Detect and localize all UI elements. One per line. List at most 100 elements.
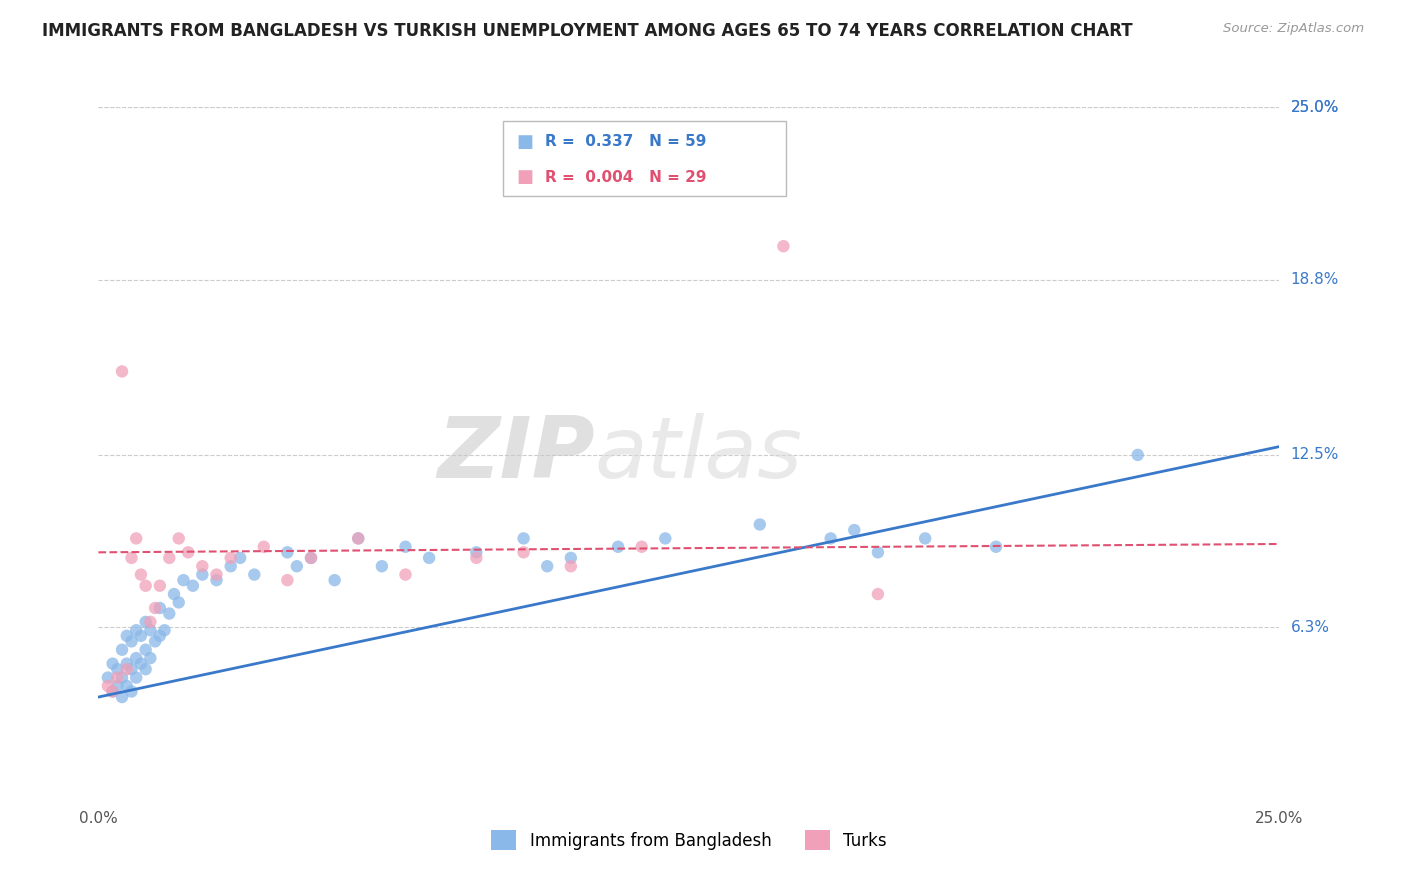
Point [276, 573, 298, 587]
Point [536, 559, 558, 574]
Point [157, 550, 180, 565]
Point [105, 671, 128, 685]
Text: 6.3%: 6.3% [1291, 620, 1330, 635]
Text: atlas: atlas [595, 413, 803, 497]
Point [121, 684, 143, 698]
Point [135, 642, 157, 657]
Legend: Immigrants from Bangladesh, Turks: Immigrants from Bangladesh, Turks [485, 823, 893, 857]
Point [157, 607, 180, 621]
Point [229, 550, 252, 565]
Point [219, 550, 242, 565]
Point [111, 671, 134, 685]
Point [149, 629, 172, 643]
Point [347, 532, 370, 546]
Point [115, 657, 138, 671]
Point [866, 587, 889, 601]
Point [299, 550, 322, 565]
Point [205, 567, 228, 582]
Point [914, 532, 936, 546]
Point [299, 550, 322, 565]
Point [111, 364, 134, 378]
Point [181, 579, 204, 593]
Point [465, 550, 488, 565]
Point [167, 532, 190, 546]
Point [177, 545, 200, 559]
Point [866, 545, 889, 559]
Point [191, 567, 214, 582]
Point [748, 517, 770, 532]
Point [243, 567, 266, 582]
Text: R =  0.337   N = 59: R = 0.337 N = 59 [546, 135, 706, 150]
Point [111, 690, 134, 704]
Point [115, 629, 138, 643]
Point [115, 679, 138, 693]
Point [205, 573, 228, 587]
Point [394, 567, 416, 582]
Point [394, 540, 416, 554]
Point [139, 651, 162, 665]
Text: 12.5%: 12.5% [1291, 448, 1339, 462]
Point [135, 662, 157, 676]
Text: ZIP: ZIP [437, 413, 595, 497]
Point [820, 532, 842, 546]
Point [607, 540, 630, 554]
Point [630, 540, 652, 554]
Point [105, 679, 128, 693]
Text: ■: ■ [517, 169, 534, 186]
Point [101, 684, 124, 698]
Point [465, 545, 488, 559]
Point [772, 239, 794, 253]
Point [121, 662, 143, 676]
Text: ■: ■ [517, 133, 534, 151]
Point [125, 671, 148, 685]
Point [101, 657, 124, 671]
Point [371, 559, 394, 574]
Point [167, 595, 190, 609]
Point [129, 629, 152, 643]
Text: IMMIGRANTS FROM BANGLADESH VS TURKISH UNEMPLOYMENT AMONG AGES 65 TO 74 YEARS COR: IMMIGRANTS FROM BANGLADESH VS TURKISH UN… [42, 22, 1133, 40]
Point [347, 532, 370, 546]
Text: 25.0%: 25.0% [1291, 100, 1339, 114]
Text: R =  0.004   N = 29: R = 0.004 N = 29 [546, 170, 706, 185]
Point [418, 550, 440, 565]
Point [984, 540, 1007, 554]
Text: Source: ZipAtlas.com: Source: ZipAtlas.com [1223, 22, 1364, 36]
Point [276, 545, 298, 559]
Point [139, 615, 162, 629]
Point [560, 550, 582, 565]
Point [125, 532, 148, 546]
Point [153, 624, 176, 638]
Point [121, 550, 143, 565]
Point [129, 657, 152, 671]
Point [97, 679, 120, 693]
Text: 25.0%: 25.0% [1291, 100, 1339, 114]
Point [139, 624, 162, 638]
Point [512, 545, 534, 559]
Point [149, 579, 172, 593]
Text: 18.8%: 18.8% [1291, 272, 1339, 287]
Point [111, 642, 134, 657]
Point [129, 567, 152, 582]
Point [285, 559, 308, 574]
Point [172, 573, 194, 587]
Point [844, 523, 866, 537]
Point [654, 532, 676, 546]
Point [97, 671, 120, 685]
Point [125, 651, 148, 665]
Point [105, 662, 128, 676]
Point [1126, 448, 1149, 462]
Point [121, 634, 143, 648]
Point [143, 601, 166, 615]
Point [143, 634, 166, 648]
Point [560, 559, 582, 574]
Point [115, 662, 138, 676]
Point [191, 559, 214, 574]
Point [219, 559, 242, 574]
Point [323, 573, 346, 587]
Point [149, 601, 172, 615]
Point [135, 579, 157, 593]
Point [163, 587, 186, 601]
Point [512, 532, 534, 546]
Point [253, 540, 276, 554]
Point [125, 624, 148, 638]
